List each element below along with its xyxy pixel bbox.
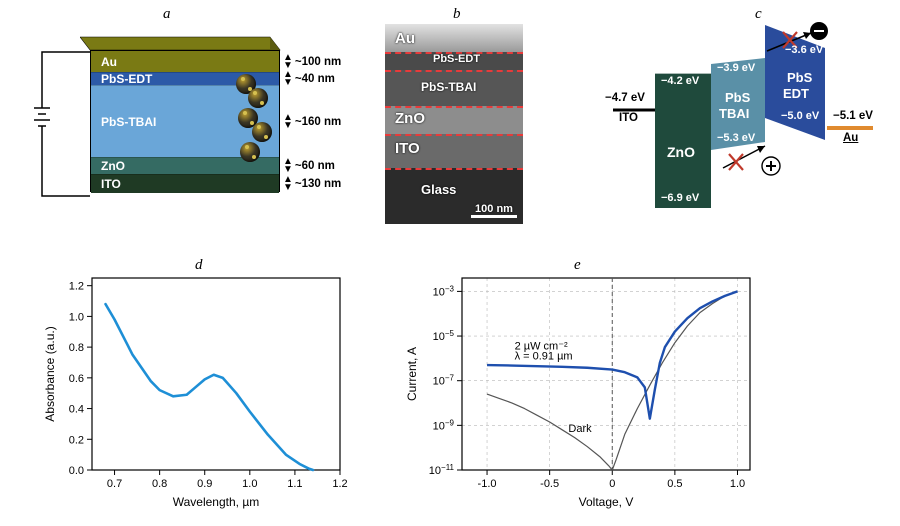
svg-text:0.2: 0.2 (69, 434, 84, 446)
sem-dash-3 (385, 106, 523, 108)
sem-label-tbai: PbS-TBAI (421, 80, 476, 94)
layer-pbs-tbai: PbS-TBAI▲▼~160 nm (91, 85, 279, 157)
layer-name: ZnO (101, 159, 125, 173)
edt-label1: PbS (787, 70, 812, 85)
sem-dash-5 (385, 168, 523, 170)
svg-text:Dark: Dark (568, 423, 592, 435)
band-diagram-svg (605, 18, 895, 233)
svg-text:0.8: 0.8 (152, 478, 167, 490)
svg-text:0.4: 0.4 (69, 404, 84, 416)
panel-b-sem-image: Au PbS-EDT PbS-TBAI ZnO ITO Glass 100 nm (385, 24, 523, 224)
au-ev: −5.1 eV (833, 110, 873, 122)
zno-top-ev: −4.2 eV (661, 75, 699, 87)
thickness-label: ▲▼~100 nm (283, 54, 341, 70)
sem-dash-2 (385, 70, 523, 72)
layer-ito: ITO▲▼~130 nm (91, 174, 279, 193)
sem-scalebar-text: 100 nm (471, 203, 517, 215)
thickness-label: ▲▼~130 nm (283, 176, 341, 192)
edt-top-ev: −3.6 eV (785, 44, 823, 56)
thickness-label: ▲▼~160 nm (283, 114, 341, 130)
thickness-label: ▲▼~60 nm (283, 158, 335, 174)
thickness-label: ▲▼~40 nm (283, 71, 335, 87)
svg-text:Wavelength, µm: Wavelength, µm (173, 495, 260, 509)
au-label: Au (843, 132, 858, 144)
svg-text:Voltage, V: Voltage, V (579, 495, 634, 509)
svg-text:1.0: 1.0 (69, 311, 84, 323)
layer-au: Au▲▼~100 nm (91, 51, 279, 72)
svg-text:0.8: 0.8 (69, 342, 84, 354)
svg-text:10−11: 10−11 (429, 463, 455, 478)
ito-label: ITO (619, 112, 638, 124)
layer-pbs-edt: PbS-EDT▲▼~40 nm (91, 72, 279, 85)
svg-text:0.0: 0.0 (69, 465, 84, 477)
svg-text:1.0: 1.0 (730, 478, 745, 490)
chart-d-svg: 0.7 0.8 0.9 1.0 1.1 1.2 0.0 0.2 0.4 0.6 0.8 1.0 1.2 W… (40, 272, 350, 514)
figure-root: a b c d e Au▲▼~100 nmPbS-EDT▲▼~40 nmPbS-… (0, 0, 900, 526)
svg-text:0: 0 (609, 478, 615, 490)
svg-text:10−9: 10−9 (433, 418, 455, 433)
panel-e-iv-chart: -1.0 -0.5 0 0.5 1.0 10−11 10−9 10−7 10−5 10−3 Volt… (400, 272, 760, 514)
layer-stack: Au▲▼~100 nmPbS-EDT▲▼~40 nmPbS-TBAI▲▼~160… (90, 50, 280, 192)
svg-text:1.0: 1.0 (242, 478, 257, 490)
layer-zno: ZnO▲▼~60 nm (91, 157, 279, 174)
layer-name: Au (101, 55, 117, 69)
tbai-label1: PbS (725, 90, 750, 105)
sem-label-ito: ITO (395, 140, 420, 157)
svg-text:Current, A: Current, A (405, 347, 419, 401)
panel-d-absorbance-chart: 0.7 0.8 0.9 1.0 1.1 1.2 0.0 0.2 0.4 0.6 0.8 1.0 1.2 W… (40, 272, 350, 514)
sem-label-au: Au (395, 30, 415, 47)
tbai-label2: TBAI (719, 106, 749, 121)
layer-name: PbS-EDT (101, 72, 152, 86)
svg-text:0.6: 0.6 (69, 373, 84, 385)
svg-text:-0.5: -0.5 (540, 478, 559, 490)
svg-text:10−7: 10−7 (433, 373, 455, 388)
sem-scalebar: 100 nm (471, 203, 517, 218)
circuit-battery-icon (30, 48, 95, 208)
tbai-top-ev: −3.9 eV (717, 62, 755, 74)
sem-scalebar-bar (471, 215, 517, 218)
sem-label-glass: Glass (421, 182, 456, 197)
svg-text:1.2: 1.2 (332, 478, 347, 490)
zno-label: ZnO (667, 144, 695, 160)
svg-text:0.5: 0.5 (667, 478, 682, 490)
layer-name: ITO (101, 177, 121, 191)
svg-text:Absorbance (a.u.): Absorbance (a.u.) (43, 326, 57, 421)
ito-ev: −4.7 eV (605, 92, 645, 104)
svg-text:λ = 0.91 µm: λ = 0.91 µm (515, 350, 573, 362)
chart-e-svg: -1.0 -0.5 0 0.5 1.0 10−11 10−9 10−7 10−5 10−3 Volt… (400, 272, 760, 514)
svg-text:0.7: 0.7 (107, 478, 122, 490)
edt-label2: EDT (783, 86, 809, 101)
svg-text:-1.0: -1.0 (478, 478, 497, 490)
sem-dash-4 (385, 134, 523, 136)
zno-bot-ev: −6.9 eV (661, 192, 699, 204)
sem-label-edt: PbS-EDT (433, 53, 480, 65)
panel-label-b: b (453, 6, 461, 23)
sem-label-zno: ZnO (395, 110, 425, 127)
svg-text:10−3: 10−3 (433, 284, 455, 299)
svg-text:1.2: 1.2 (69, 281, 84, 293)
edt-bot-ev: −5.0 eV (781, 110, 819, 122)
panel-c-band-diagram: −4.7 eV ITO −4.2 eV ZnO −6.9 eV −3.9 eV … (605, 18, 895, 233)
panel-a-device-stack: Au▲▼~100 nmPbS-EDT▲▼~40 nmPbS-TBAI▲▼~160… (30, 18, 340, 238)
svg-text:10−5: 10−5 (433, 329, 455, 344)
tbai-bot-ev: −5.3 eV (717, 132, 755, 144)
svg-text:1.1: 1.1 (287, 478, 302, 490)
svg-text:0.9: 0.9 (197, 478, 212, 490)
layer-name: PbS-TBAI (101, 115, 156, 129)
